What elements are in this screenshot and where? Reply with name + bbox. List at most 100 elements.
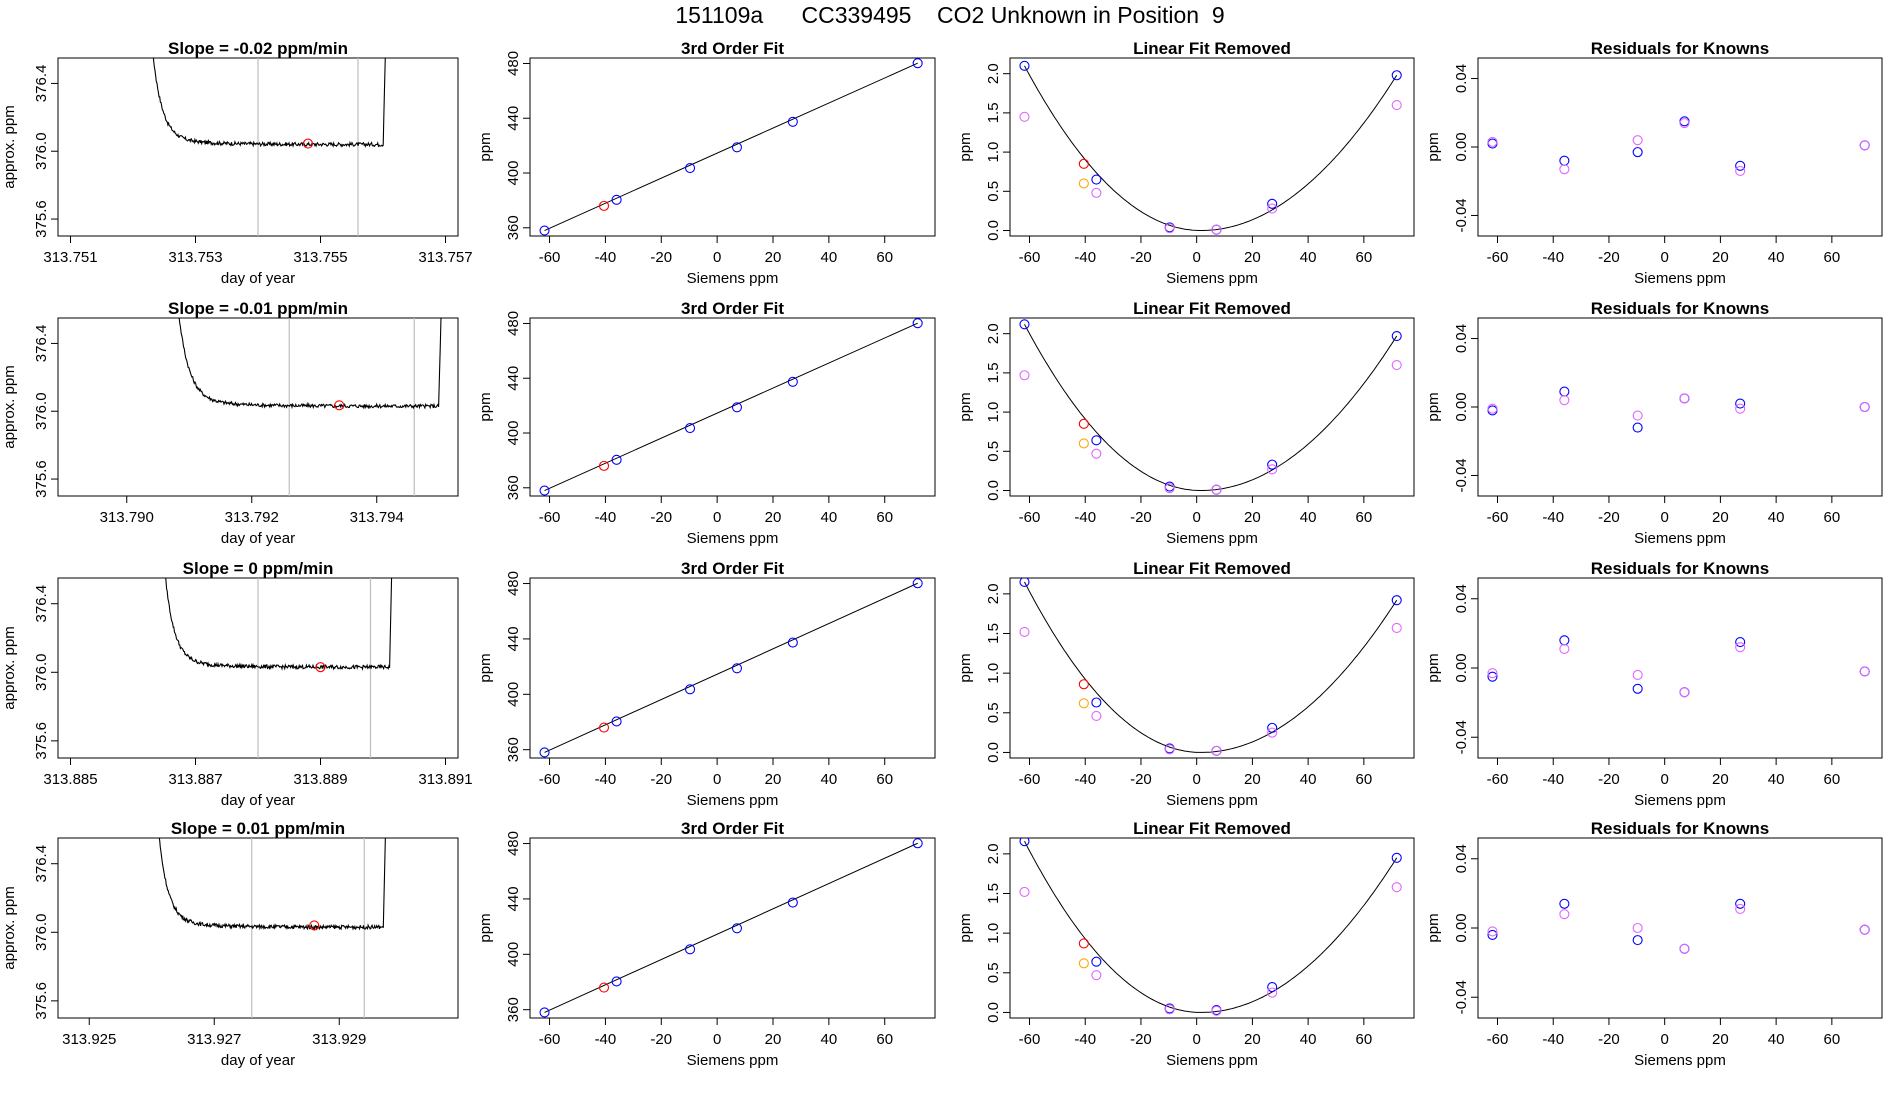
residual-point (1735, 398, 1746, 409)
x-axis-label: Siemens ppm (1634, 270, 1726, 287)
secondary-residual-point (1091, 710, 1102, 722)
panel-title: 3rd Order Fit (681, 299, 784, 318)
x-axis-label: Siemens ppm (1634, 1052, 1726, 1069)
panel-trace-row-1: Slope = -0.02 ppm/min day of year approx. … (1, 39, 473, 287)
y-axis-label: approx. ppm (1, 886, 18, 969)
x-tick-label: 0 (713, 1031, 721, 1048)
secondary-residual-point (1859, 140, 1870, 151)
x-axis-label: Siemens ppm (1634, 792, 1726, 809)
panel-residuals-row-4: Residuals for Knowns Siemens ppm ppm -60 -40… (1425, 819, 1883, 1069)
y-tick-label: 360 (505, 475, 522, 500)
x-tick-label: -60 (539, 1031, 561, 1048)
x-tick-label: -40 (595, 509, 617, 526)
y-axis-label: approx. ppm (1, 105, 18, 188)
x-tick-label: -60 (1019, 1031, 1041, 1048)
secondary-residual-point (1632, 669, 1643, 680)
fit-curve (1024, 65, 1398, 231)
secondary-residual-point (1211, 224, 1222, 235)
plot-frame (1009, 317, 1415, 497)
unknown-point (1078, 938, 1089, 949)
unknown-point (334, 400, 345, 411)
y-tick-label: 480 (505, 831, 522, 856)
x-tick-label: 60 (876, 771, 893, 788)
secondary-residual-point (1211, 745, 1222, 756)
y-tick-label: 480 (505, 571, 522, 596)
secondary-residual-point (1679, 943, 1690, 954)
x-axis-label: Siemens ppm (1166, 270, 1258, 287)
unknown-point (302, 138, 314, 149)
plot-area (1019, 319, 1402, 495)
secondary-residual-point (1632, 135, 1643, 146)
y-tick-label: 440 (505, 886, 522, 911)
x-tick-label: -20 (650, 249, 672, 266)
plot-frame (57, 837, 459, 1019)
x-tick-label: -40 (595, 1031, 617, 1048)
secondary-residual-point (1391, 882, 1402, 893)
unknown-point (598, 722, 610, 733)
plot-area (152, 58, 386, 236)
x-tick-label: 20 (765, 509, 782, 526)
unknown-point (1078, 418, 1089, 429)
panel-trace-row-3: Slope = 0 ppm/min day of year approx. ppm 3… (1, 559, 473, 809)
raw-residual-point (1267, 722, 1278, 733)
x-tick-label: -60 (539, 249, 561, 266)
standard-point (731, 402, 743, 413)
unknown-point (598, 460, 610, 471)
standard-point (611, 454, 622, 465)
y-tick-label: 440 (505, 626, 522, 651)
plot-area (158, 838, 386, 1018)
secondary-residual-point (1559, 395, 1570, 406)
x-axis-label: Siemens ppm (1166, 530, 1258, 547)
x-tick-label: -60 (539, 771, 561, 788)
secondary-residual-point (1859, 401, 1870, 413)
x-tick-label: 0 (1193, 509, 1201, 526)
raw-residual-point (1091, 435, 1102, 446)
raw-residual-point (1391, 70, 1402, 81)
secondary-residual-point (1391, 622, 1402, 634)
x-tick-label: 313.792 (225, 509, 279, 526)
residual-point (1735, 636, 1746, 648)
y-tick-label: 376.4 (33, 845, 50, 883)
y-tick-label: 1.0 (985, 923, 1002, 944)
x-axis-label: day of year (221, 1052, 295, 1069)
x-tick-label: -60 (1019, 249, 1041, 266)
trace-line (152, 58, 386, 149)
y-tick-label: 1.5 (985, 883, 1002, 904)
y-tick-label: 376.4 (33, 585, 50, 623)
panel-title: Residuals for Knowns (1591, 559, 1770, 578)
standard-point (912, 58, 923, 69)
panel-linear_removed-row-4: Linear Fit Removed Siemens ppm ppm -60 -40 -2… (957, 819, 1415, 1069)
standard-point (912, 578, 923, 589)
secondary-residual-point (1735, 903, 1746, 915)
panel-residuals-row-2: Residuals for Knowns Siemens ppm ppm -60 -40… (1425, 299, 1883, 547)
x-tick-label: 40 (821, 249, 838, 266)
y-tick-label: 480 (505, 311, 522, 336)
plot-area (1019, 838, 1402, 1016)
secondary-residual-point (1859, 924, 1870, 935)
y-axis-label: ppm (957, 392, 974, 421)
x-axis-label: Siemens ppm (687, 792, 779, 809)
standard-point (611, 976, 622, 987)
x-tick-label: 313.925 (62, 1031, 116, 1048)
x-tick-label: -20 (650, 1031, 672, 1048)
secondary-residual-point (1211, 484, 1222, 495)
y-axis-label: ppm (957, 653, 974, 682)
raw-residual-point (1267, 198, 1278, 209)
x-tick-label: 20 (765, 1031, 782, 1048)
plot-area (1487, 635, 1870, 698)
x-tick-label: 313.891 (418, 771, 472, 788)
y-tick-label: 376.0 (33, 392, 50, 430)
secondary-residual-point (1559, 909, 1570, 920)
secondary-residual-point (1164, 744, 1175, 755)
x-tick-label: 20 (765, 771, 782, 788)
x-tick-label: -20 (1598, 1031, 1620, 1048)
raw-residual-point (1267, 982, 1278, 993)
x-tick-label: 40 (1768, 771, 1785, 788)
x-tick-label: 313.757 (418, 249, 472, 266)
x-axis-label: Siemens ppm (687, 270, 779, 287)
secondary-residual-point (1632, 922, 1643, 934)
y-tick-label: 0.04 (1453, 584, 1470, 613)
residual-point (1487, 671, 1498, 682)
secondary-residual-point (1267, 727, 1278, 738)
panel-title: Residuals for Knowns (1591, 299, 1770, 318)
